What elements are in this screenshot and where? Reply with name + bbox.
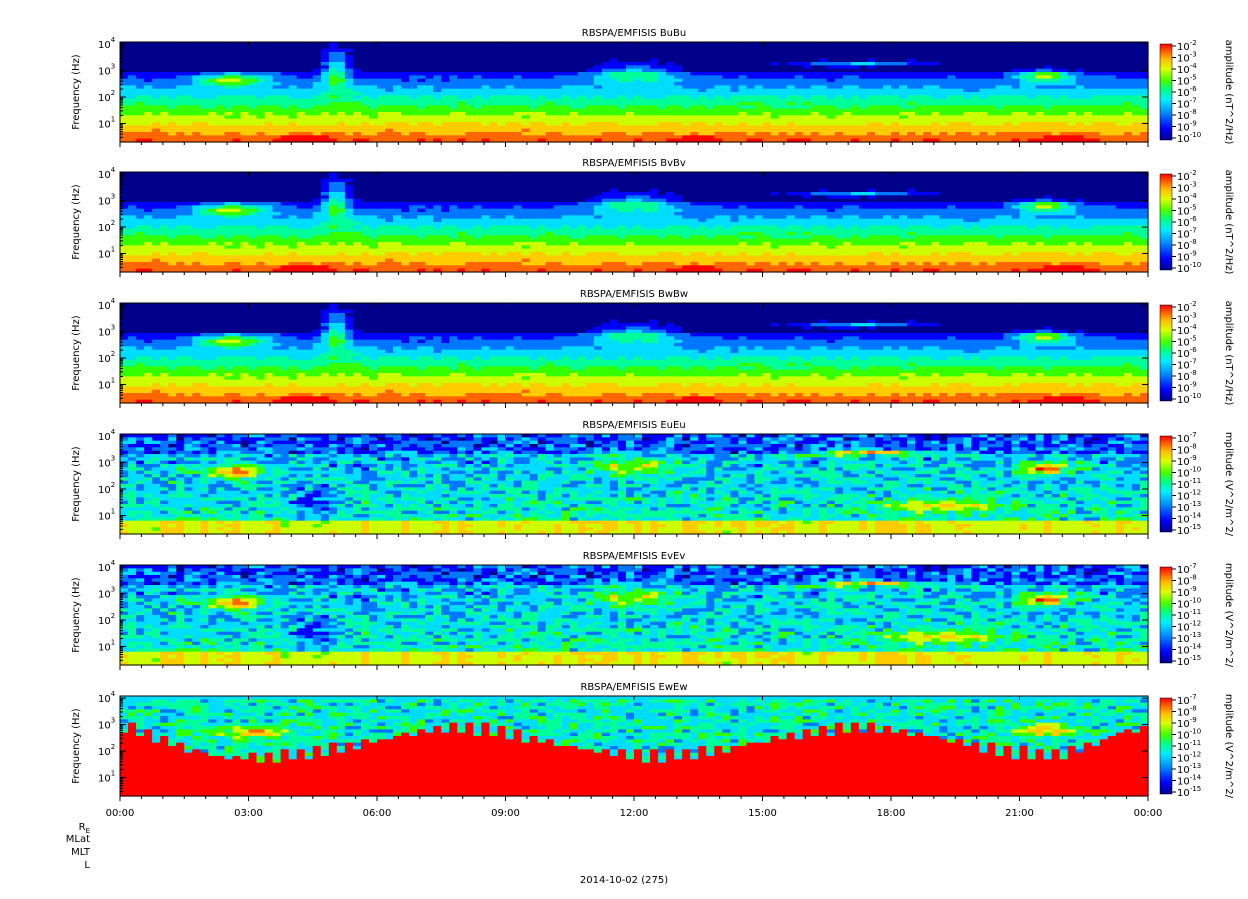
y-tick-label: 102 xyxy=(98,481,115,496)
panel-title: RBSPA/EMFISIS BvBv xyxy=(582,158,686,169)
panel-title: RBSPA/EMFISIS EuEu xyxy=(582,420,685,431)
y-tick-label: 102 xyxy=(98,612,115,627)
y-tick-label: 103 xyxy=(98,717,115,732)
y-axis-label: Frequency (Hz) xyxy=(71,184,82,260)
y-tick-label: 101 xyxy=(98,376,115,391)
x-tick-label: 00:00 xyxy=(106,808,135,819)
ephemeris-label-l: L xyxy=(40,860,90,871)
colorbar-tick-label: 10-10 xyxy=(1177,131,1201,145)
x-tick-label: 15:00 xyxy=(748,808,777,819)
y-tick-label: 102 xyxy=(98,743,115,758)
colorbar: 10-710-810-910-1010-1110-1210-1310-1410-… xyxy=(1160,562,1234,668)
colorbar-label: mplitude (V^2/m^2/ xyxy=(1223,694,1234,799)
y-tick-label: 103 xyxy=(98,324,115,339)
spectrogram-heatmap xyxy=(120,696,1149,797)
colorbar-label: mplitude (V^2/m^2/ xyxy=(1223,563,1234,668)
y-tick-label: 103 xyxy=(98,63,115,78)
spectrogram-heatmap xyxy=(120,434,1149,535)
colorbar-tick-label: 10-15 xyxy=(1177,523,1201,537)
spectrogram-panel-1: RBSPA/EMFISIS BvBv Frequency (Hz) 101 102 10… xyxy=(71,158,1234,277)
y-axis-label: Frequency (Hz) xyxy=(71,577,82,653)
x-tick-label: 21:00 xyxy=(1005,808,1034,819)
colorbar-gradient xyxy=(1160,436,1172,532)
x-tick-label: 12:00 xyxy=(620,808,649,819)
panel-title: RBSPA/EMFISIS BuBu xyxy=(582,28,686,39)
y-tick-label: 104 xyxy=(98,690,116,705)
spectrogram-panel-2: RBSPA/EMFISIS BwBw Frequency (Hz) 101 102 10… xyxy=(71,289,1234,408)
x-tick-label: 18:00 xyxy=(877,808,906,819)
colorbar-gradient xyxy=(1160,174,1172,270)
y-tick-label: 104 xyxy=(98,297,116,312)
spectrogram-heatmap xyxy=(120,303,1149,404)
colorbar-gradient xyxy=(1160,305,1172,401)
colorbar-tick-label: 10-15 xyxy=(1177,785,1201,799)
y-tick-label: 104 xyxy=(98,428,116,443)
y-tick-label: 101 xyxy=(98,638,115,653)
y-tick-label: 104 xyxy=(98,36,116,51)
colorbar-label: amplitude (nT^2/Hz) xyxy=(1223,40,1234,145)
y-tick-label: 102 xyxy=(98,89,115,104)
colorbar-label: mplitude (V^2/m^2/ xyxy=(1223,432,1234,537)
spectrogram-panel-4: RBSPA/EMFISIS EvEv Frequency (Hz) 101 102 10… xyxy=(71,551,1234,670)
colorbar: 10-210-310-410-510-610-710-810-910-10 amp… xyxy=(1160,300,1234,406)
y-tick-label: 101 xyxy=(98,769,115,784)
colorbar-tick-label: 10-10 xyxy=(1177,392,1201,406)
y-tick-label: 103 xyxy=(98,586,115,601)
ephemeris-label-mlt: MLT xyxy=(40,847,90,858)
y-tick-label: 104 xyxy=(98,559,116,574)
y-tick-label: 103 xyxy=(98,193,115,208)
y-axis-label: Frequency (Hz) xyxy=(71,446,82,522)
y-tick-label: 101 xyxy=(98,115,115,130)
colorbar-gradient xyxy=(1160,44,1172,140)
y-axis-label: Frequency (Hz) xyxy=(71,54,82,130)
colorbar: 10-710-810-910-1010-1110-1210-1310-1410-… xyxy=(1160,431,1234,537)
colorbar-gradient xyxy=(1160,567,1172,663)
colorbar-label: amplitude (nT^2/Hz) xyxy=(1223,301,1234,406)
colorbar: 10-710-810-910-1010-1110-1210-1310-1410-… xyxy=(1160,693,1234,799)
y-axis-label: Frequency (Hz) xyxy=(71,708,82,784)
panel-title: RBSPA/EMFISIS BwBw xyxy=(580,289,688,300)
y-tick-label: 103 xyxy=(98,455,115,470)
colorbar: 10-210-310-410-510-610-710-810-910-10 amp… xyxy=(1160,39,1234,145)
time-axis: 00:00 03:00 06:00 09:00 12:00 15:00 18:00 21:00… xyxy=(106,808,1163,819)
spectrogram-heatmap xyxy=(120,565,1149,666)
x-tick-label: 09:00 xyxy=(491,808,520,819)
spectrogram-heatmap xyxy=(120,172,1149,273)
colorbar-tick-label: 10-10 xyxy=(1177,261,1201,275)
spectrogram-heatmap xyxy=(120,42,1149,143)
y-tick-label: 104 xyxy=(98,166,116,181)
y-tick-label: 102 xyxy=(98,219,115,234)
panel-title: RBSPA/EMFISIS EwEw xyxy=(580,682,687,693)
y-tick-label: 101 xyxy=(98,245,115,260)
colorbar-label: amplitude (nT^2/Hz) xyxy=(1223,170,1234,275)
y-tick-label: 101 xyxy=(98,507,115,522)
spectrogram-panel-3: RBSPA/EMFISIS EuEu Frequency (Hz) 101 102 10… xyxy=(71,420,1234,539)
y-axis-label: Frequency (Hz) xyxy=(71,315,82,391)
colorbar: 10-210-310-410-510-610-710-810-910-10 amp… xyxy=(1160,169,1234,275)
y-tick-label: 102 xyxy=(98,350,115,365)
date-label: 2014-10-02 (275) xyxy=(0,875,1248,886)
colorbar-tick-label: 10-15 xyxy=(1177,654,1201,668)
x-tick-label: 06:00 xyxy=(363,808,392,819)
spectrogram-panel-0: RBSPA/EMFISIS BuBu Frequency (Hz) 101 102 10… xyxy=(71,28,1234,147)
x-tick-label: 00:00 xyxy=(1134,808,1163,819)
x-tick-label: 03:00 xyxy=(234,808,263,819)
spectrogram-panel-5: RBSPA/EMFISIS EwEw Frequency (Hz) 101 102 10… xyxy=(71,682,1234,801)
panel-title: RBSPA/EMFISIS EvEv xyxy=(583,551,686,562)
colorbar-gradient xyxy=(1160,698,1172,794)
ephemeris-label-mlat: MLat xyxy=(40,834,90,845)
